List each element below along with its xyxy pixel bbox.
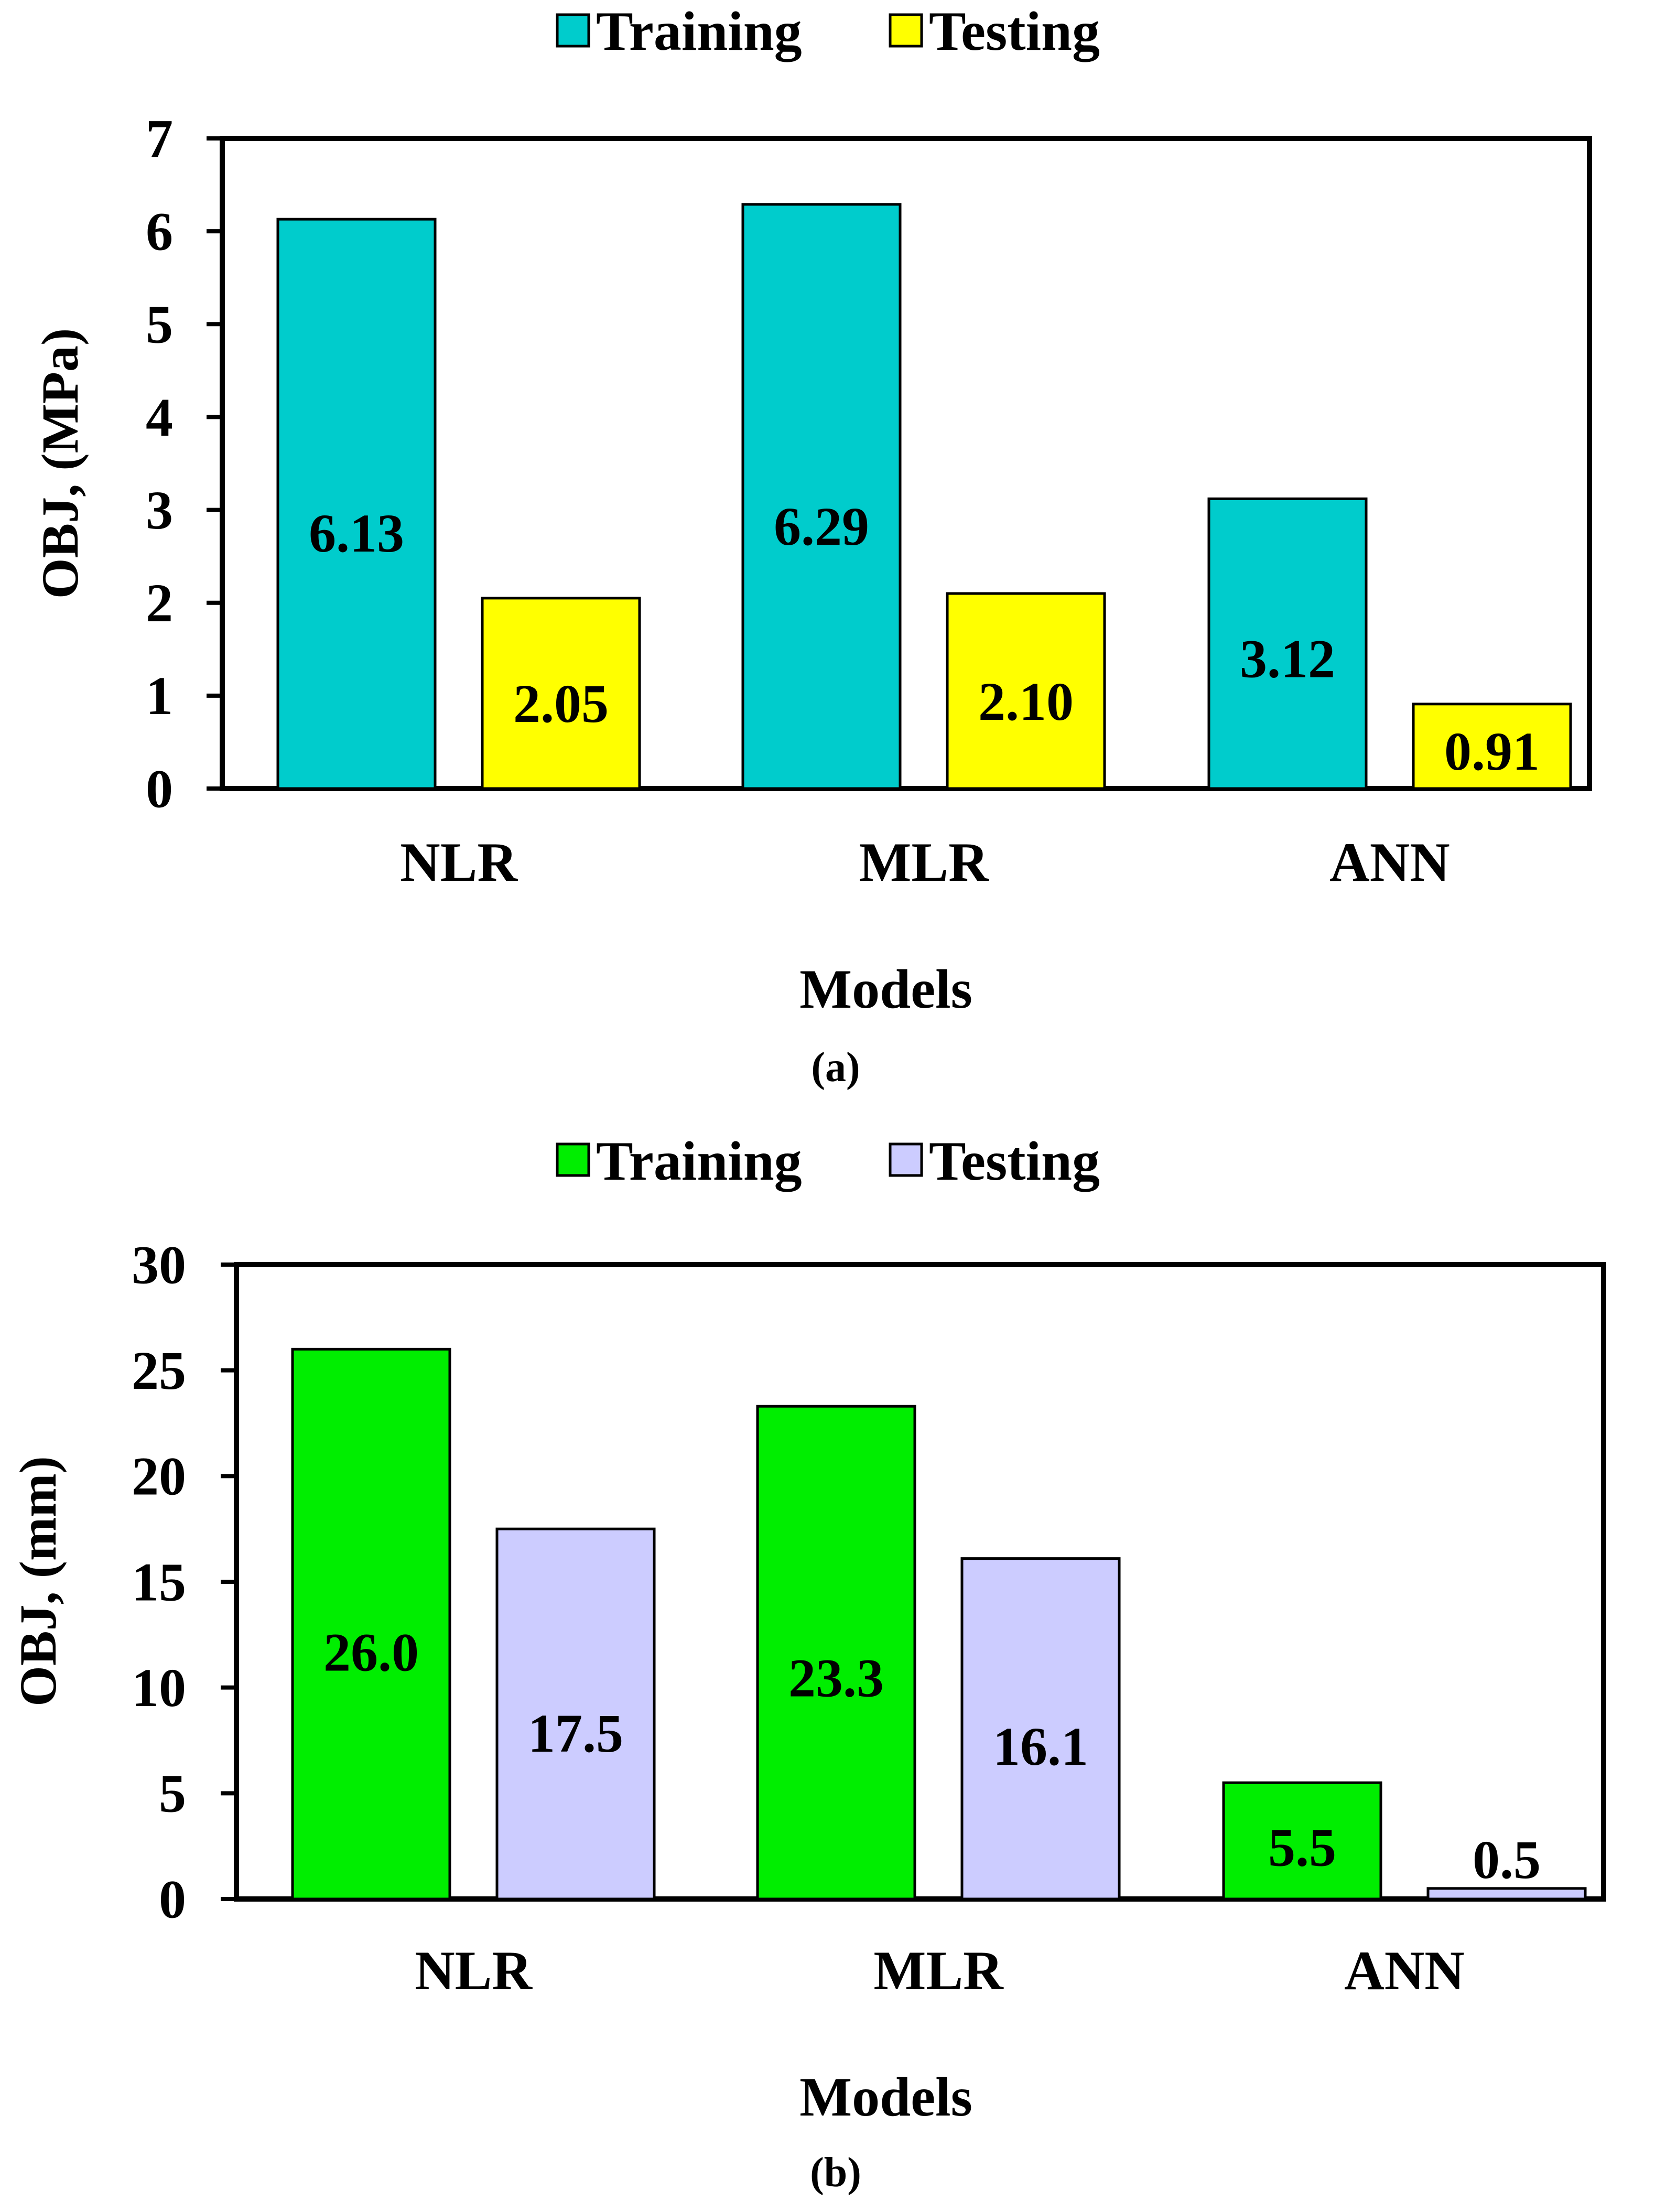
y-tick-label-a-3: 3 xyxy=(146,480,173,541)
legend-b-testing-swatch xyxy=(889,1142,923,1177)
bars-a: 6.13 2.05 6.29 2.10 3.12 0.91 xyxy=(276,203,1572,790)
value-label-a-ann-testing: 0.91 xyxy=(1444,721,1540,782)
bar-a-mlr-testing xyxy=(946,592,1106,790)
bar-a-mlr-training xyxy=(741,203,902,790)
y-tick-label-b-1: 5 xyxy=(159,1764,186,1824)
legend-a-training-label: Training xyxy=(596,1,802,62)
x-axis-label-a: Models xyxy=(799,958,972,1020)
x-tick-label-a-ann: ANN xyxy=(1329,832,1450,893)
value-label-a-mlr-training: 6.29 xyxy=(774,497,869,557)
bar-b-mlr-testing xyxy=(960,1557,1121,1901)
y-tick-label-a-5: 5 xyxy=(146,295,173,355)
y-tick-label-a-2: 2 xyxy=(146,573,173,633)
y-tick-label-b-4: 20 xyxy=(132,1447,186,1507)
y-tick-label-a-1: 1 xyxy=(146,666,173,726)
value-label-a-ann-training: 3.12 xyxy=(1240,629,1335,689)
legend-a-training-swatch xyxy=(556,13,590,48)
y-tick-label-a-4: 4 xyxy=(146,387,173,448)
legend-b-training-swatch xyxy=(556,1142,590,1177)
y-tick-label-a-7: 7 xyxy=(146,109,173,169)
value-label-b-mlr-training: 23.3 xyxy=(788,1648,884,1709)
y-axis-b: 0 5 10 15 20 25 30 xyxy=(132,1235,236,1929)
bar-a-ann-training xyxy=(1207,497,1368,790)
value-label-b-nlr-testing: 17.5 xyxy=(528,1703,623,1764)
x-tick-label-b-nlr: NLR xyxy=(415,1940,533,2001)
x-tick-label-b-ann: ANN xyxy=(1344,1940,1465,2001)
value-label-a-nlr-training: 6.13 xyxy=(309,503,404,564)
chart-b: Training Testing 0 5 10 15 20 25 30 26.0 17.5 23… xyxy=(9,1130,1606,2196)
y-tick-label-b-0: 0 xyxy=(159,1869,186,1929)
y-tick-label-b-5: 25 xyxy=(132,1341,186,1401)
legend-a: Training Testing xyxy=(556,1,1100,62)
legend-a-testing-swatch xyxy=(889,13,923,48)
bars-b: 26.0 17.5 23.3 16.1 5.5 0.5 xyxy=(291,1347,1587,1901)
x-axis-label-b: Models xyxy=(799,2066,972,2128)
value-label-b-ann-testing: 0.5 xyxy=(1473,1830,1541,1890)
bar-a-ann-testing xyxy=(1412,703,1572,790)
y-axis-label-a: OBJ, (MPa) xyxy=(31,328,89,599)
bar-b-nlr-training xyxy=(291,1347,451,1901)
x-tick-label-b-mlr: MLR xyxy=(873,1940,1004,2001)
value-label-b-ann-training: 5.5 xyxy=(1268,1818,1336,1878)
bar-b-ann-testing xyxy=(1426,1887,1587,1901)
bar-b-ann-training xyxy=(1222,1781,1382,1901)
bar-a-nlr-testing xyxy=(481,597,641,790)
y-tick-label-b-3: 15 xyxy=(132,1552,186,1612)
legend-b-testing-label: Testing xyxy=(929,1130,1100,1192)
y-axis-a: 0 1 2 3 4 5 6 7 xyxy=(146,109,222,819)
bar-b-mlr-training xyxy=(756,1405,916,1901)
panel-label-b: (b) xyxy=(810,2150,861,2196)
y-tick-label-a-0: 0 xyxy=(146,759,173,819)
x-tick-label-a-nlr: NLR xyxy=(400,832,518,893)
plot-area-a xyxy=(220,136,1592,791)
y-tick-label-b-6: 30 xyxy=(132,1235,186,1295)
x-axis-b: NLR MLR ANN xyxy=(415,1940,1465,2001)
value-label-b-mlr-testing: 16.1 xyxy=(993,1717,1088,1777)
value-label-b-nlr-training: 26.0 xyxy=(323,1623,419,1683)
x-tick-label-a-mlr: MLR xyxy=(859,832,989,893)
x-axis-a: NLR MLR ANN xyxy=(400,832,1450,893)
legend-b: Training Testing xyxy=(556,1130,1100,1192)
legend-a-testing-label: Testing xyxy=(929,1,1100,62)
value-label-a-nlr-testing: 2.05 xyxy=(513,674,609,734)
y-axis-label-b: OBJ, (mm) xyxy=(9,1456,67,1707)
legend-b-training-label: Training xyxy=(596,1130,802,1192)
panel-label-a: (a) xyxy=(811,1044,860,1091)
y-tick-label-a-6: 6 xyxy=(146,202,173,262)
y-tick-label-b-2: 10 xyxy=(132,1658,186,1718)
value-label-a-mlr-testing: 2.10 xyxy=(978,672,1074,732)
bar-b-nlr-testing xyxy=(495,1527,656,1901)
bar-a-nlr-training xyxy=(276,218,437,790)
chart-a: Training Testing 0 1 2 3 4 5 6 7 6.13 2.05 6.29 2.… xyxy=(31,1,1592,1091)
